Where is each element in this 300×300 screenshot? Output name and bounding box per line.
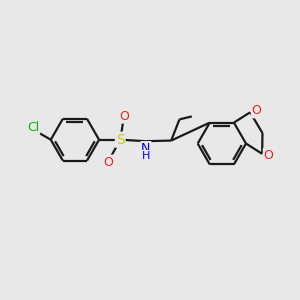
Text: O: O	[103, 156, 113, 169]
Text: N: N	[141, 142, 151, 155]
Text: H: H	[142, 151, 150, 161]
Text: O: O	[264, 149, 274, 162]
Text: O: O	[119, 110, 129, 123]
Text: Cl: Cl	[27, 121, 39, 134]
Text: S: S	[116, 133, 124, 147]
Text: O: O	[252, 104, 262, 117]
